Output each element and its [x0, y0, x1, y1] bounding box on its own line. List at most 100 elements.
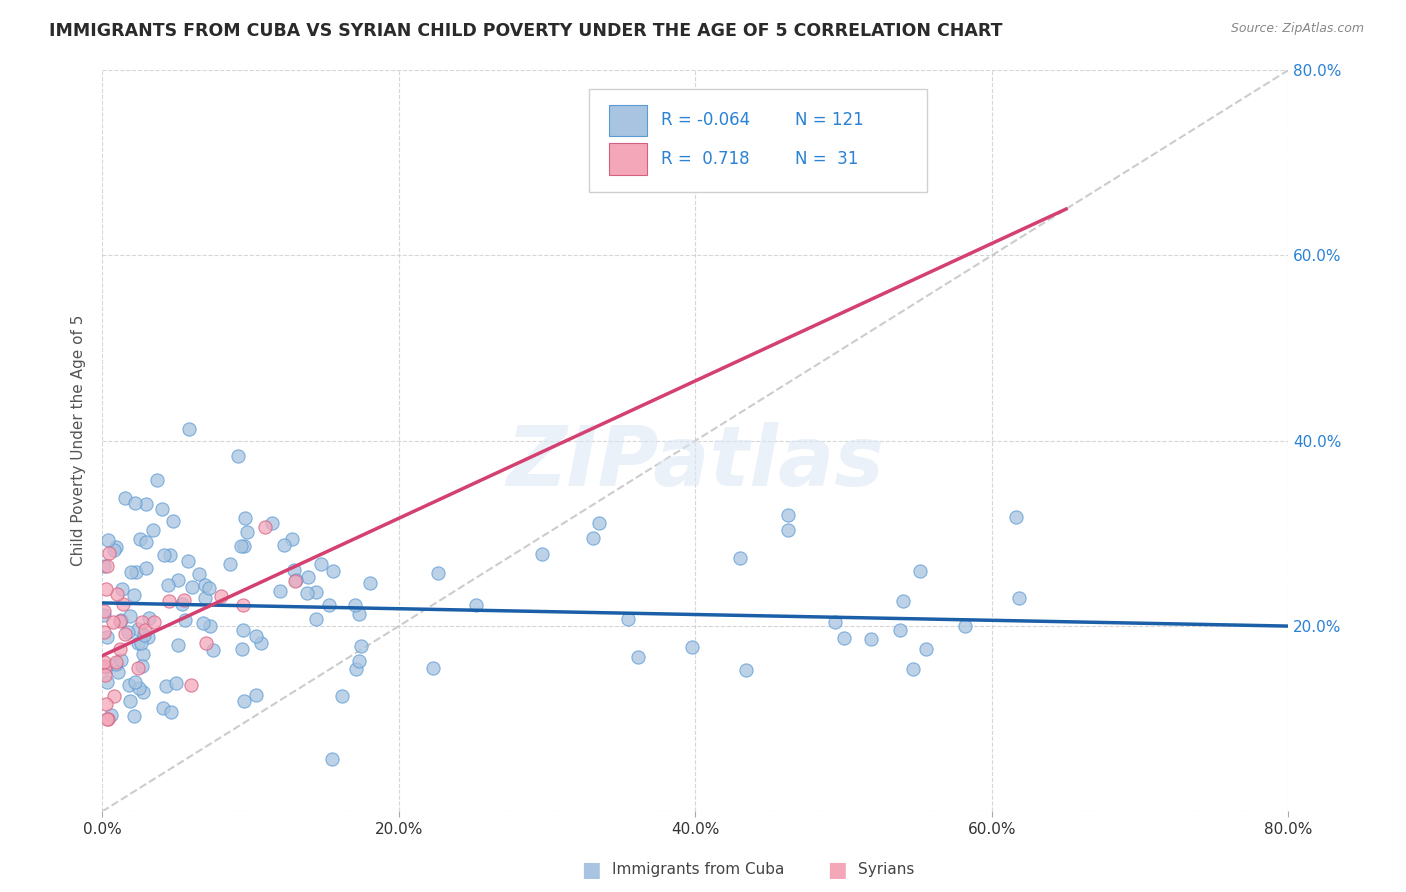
Point	[105, 540, 128, 554]
Point	[93, 625, 115, 640]
Point	[903, 662, 925, 676]
Point	[295, 585, 318, 599]
Point	[859, 632, 882, 646]
Point	[284, 574, 307, 589]
Point	[347, 607, 370, 621]
Point	[231, 539, 253, 553]
Text: Immigrants from Cuba: Immigrants from Cuba	[612, 863, 785, 877]
Text: N = 121: N = 121	[794, 112, 863, 129]
Point	[93, 558, 115, 573]
Point	[93, 655, 115, 669]
Point	[167, 573, 190, 587]
Point	[824, 615, 846, 629]
Point	[269, 583, 291, 598]
Point	[111, 582, 134, 596]
Point	[908, 564, 931, 578]
Point	[953, 619, 976, 633]
Point	[191, 615, 214, 630]
Point	[284, 573, 307, 587]
Point	[195, 636, 218, 650]
Point	[96, 697, 118, 711]
Point	[127, 623, 149, 637]
Point	[1005, 509, 1028, 524]
Point	[127, 636, 149, 650]
Point	[332, 689, 354, 703]
Point	[245, 688, 267, 702]
Point	[132, 685, 155, 699]
Point	[125, 566, 148, 580]
Point	[96, 712, 118, 726]
Point	[94, 658, 117, 673]
Point	[131, 659, 153, 673]
Point	[834, 632, 856, 646]
Point	[122, 588, 145, 602]
Point	[194, 591, 217, 606]
Point	[117, 624, 139, 639]
Point	[627, 649, 650, 664]
Point	[465, 598, 488, 612]
Point	[96, 675, 118, 690]
Point	[176, 554, 198, 568]
Point	[681, 640, 703, 654]
Point	[236, 524, 259, 539]
Point	[103, 543, 125, 558]
Point	[177, 421, 200, 435]
Point	[360, 576, 382, 591]
Point	[96, 558, 118, 573]
Point	[735, 663, 758, 677]
Point	[344, 662, 367, 676]
Point	[131, 615, 153, 630]
Point	[273, 538, 295, 552]
Text: ZIPatlas: ZIPatlas	[506, 423, 884, 503]
Text: ■: ■	[827, 860, 846, 880]
Point	[305, 612, 328, 626]
Point	[152, 701, 174, 715]
Point	[250, 636, 273, 650]
Point	[219, 557, 242, 571]
Point	[93, 604, 115, 618]
Point	[322, 565, 344, 579]
Point	[231, 642, 253, 657]
Point	[142, 524, 165, 538]
Point	[172, 597, 194, 611]
Point	[202, 642, 225, 657]
Point	[530, 547, 553, 561]
Text: R = -0.064: R = -0.064	[661, 112, 749, 129]
Point	[588, 516, 610, 530]
Point	[118, 694, 141, 708]
Point	[262, 516, 284, 530]
Point	[118, 609, 141, 624]
FancyBboxPatch shape	[609, 105, 647, 136]
Text: R =  0.718: R = 0.718	[661, 150, 749, 168]
Point	[233, 539, 256, 553]
Point	[180, 678, 202, 692]
Point	[128, 681, 150, 695]
Point	[104, 656, 127, 670]
Point	[145, 473, 167, 487]
Point	[108, 641, 131, 656]
Point	[138, 610, 160, 624]
Point	[122, 708, 145, 723]
Point	[321, 752, 343, 766]
Point	[181, 580, 204, 594]
Point	[233, 510, 256, 524]
Point	[245, 629, 267, 643]
Point	[105, 586, 128, 600]
Point	[128, 533, 150, 547]
Point	[110, 653, 132, 667]
Point	[94, 668, 117, 682]
Point	[134, 628, 156, 642]
Point	[162, 514, 184, 528]
Point	[427, 566, 450, 581]
Point	[422, 661, 444, 675]
Point	[155, 679, 177, 693]
Text: Source: ZipAtlas.com: Source: ZipAtlas.com	[1230, 22, 1364, 36]
Point	[135, 535, 157, 549]
Point	[173, 613, 195, 627]
Point	[114, 491, 136, 505]
Point	[198, 582, 221, 596]
FancyBboxPatch shape	[609, 144, 647, 175]
Point	[776, 508, 799, 522]
Point	[108, 615, 131, 629]
Point	[159, 548, 181, 562]
